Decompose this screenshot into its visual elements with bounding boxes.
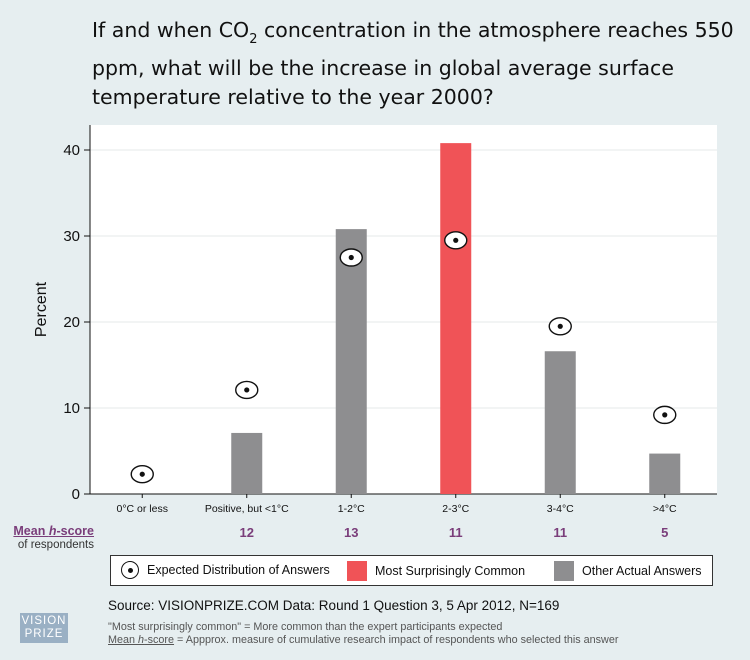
x-tick-label: 2-3°C [442, 503, 469, 515]
expected-point-dot [453, 237, 459, 243]
footnote-h-score: Mean h-score = Appprox. measure of cumul… [108, 634, 619, 646]
title-text-rest: concentration in the atmosphere reaches … [92, 18, 734, 109]
expected-marker-icon [121, 561, 139, 579]
title-text: If and when CO [92, 18, 250, 42]
expected-point-dot [139, 471, 145, 477]
expected-point-dot [662, 412, 668, 418]
mean-h-score-value: 5 [661, 525, 668, 540]
title-subscript: 2 [249, 32, 258, 47]
expected-point-dot [557, 323, 563, 329]
x-tick-label: 0°C or less [117, 503, 168, 515]
chart-title: If and when CO2 concentration in the atm… [92, 16, 742, 112]
mean-h-score-subheading: of respondents [17, 539, 94, 551]
y-tick-label: 0 [72, 486, 80, 503]
bar-actual [335, 229, 367, 494]
bar-chart: 0 10 20 30 40 Percent 0°C or less Positive, but… [33, 125, 717, 540]
bar-actual [544, 351, 576, 494]
other-actual-swatch [554, 561, 574, 581]
mean-h-score-heading: Mean h-score [13, 524, 94, 538]
bar-actual [649, 453, 681, 494]
plot-area [90, 125, 717, 494]
legend: Expected Distribution of Answers Most Su… [110, 555, 713, 586]
mean-h-score-value: 11 [449, 525, 463, 540]
footnotes: "Most surprisingly common" = More common… [108, 621, 618, 647]
most-surprising-swatch [347, 561, 367, 581]
legend-item-other: Other Actual Answers [554, 561, 702, 581]
legend-item-expected: Expected Distribution of Answers [121, 561, 330, 579]
legend-item-most-surprising: Most Surprisingly Common [347, 561, 525, 581]
mean-h-score-value: 13 [344, 525, 358, 540]
mean-h-score-value: 11 [553, 525, 567, 540]
x-tick-label: >4°C [653, 503, 677, 515]
y-tick-label: 30 [63, 228, 80, 245]
y-tick-label: 40 [63, 142, 80, 159]
source-text: Source: VISIONPRIZE.COM Data: Round 1 Qu… [108, 598, 560, 613]
y-tick-label: 10 [63, 400, 80, 417]
x-tick-label: Positive, but <1°C [205, 503, 289, 515]
footnote-surprising: "Most surprisingly common" = More common… [108, 621, 503, 633]
expected-point-dot [348, 254, 354, 261]
bar-actual [231, 432, 263, 494]
expected-point-dot [244, 387, 250, 393]
x-tick-label: 3-4°C [547, 503, 574, 515]
legend-label-expected: Expected Distribution of Answers [147, 563, 330, 577]
y-axis-label: Percent [33, 281, 50, 337]
legend-label-most-surprising: Most Surprisingly Common [375, 564, 526, 578]
legend-label-other: Other Actual Answers [582, 564, 702, 578]
bar-most-surprising [440, 143, 472, 494]
vision-prize-logo: VISION PRIZE [20, 613, 68, 643]
mean-h-score-value: 12 [240, 525, 254, 540]
mean-h-score-label: Mean h-score of respondents [4, 524, 94, 552]
y-tick-label: 20 [63, 314, 80, 331]
x-tick-label: 1-2°C [338, 503, 365, 515]
